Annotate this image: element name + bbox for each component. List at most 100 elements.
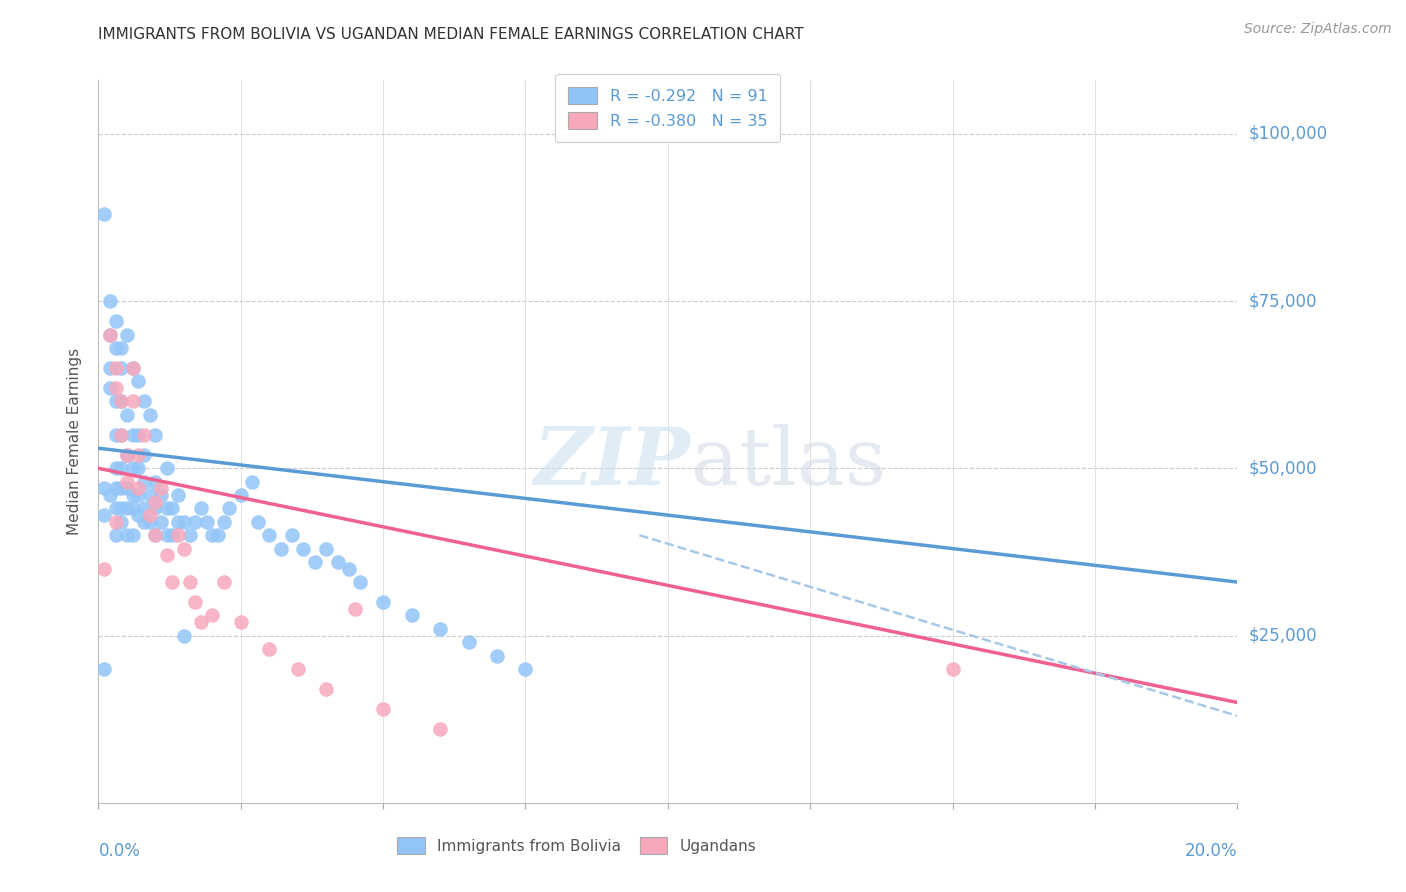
Text: ZIP: ZIP (534, 425, 690, 502)
Point (121, 394, 143, 409)
Point (343, 602, 366, 616)
Point (162, 575, 184, 590)
Point (190, 615, 212, 630)
Point (156, 528, 179, 542)
Point (98, 293, 121, 308)
Point (110, 394, 132, 409)
Point (349, 575, 371, 590)
Point (110, 515, 132, 529)
Point (401, 608, 423, 623)
Point (132, 515, 155, 529)
Point (115, 501, 138, 516)
Point (104, 381, 127, 395)
Point (98, 381, 121, 395)
Point (315, 541, 337, 556)
Point (98, 361, 121, 376)
Point (173, 515, 195, 529)
Point (110, 394, 132, 409)
Point (429, 723, 451, 737)
Point (121, 361, 143, 376)
Point (229, 615, 252, 630)
Point (93, 562, 115, 576)
Point (218, 501, 240, 516)
Text: Source: ZipAtlas.com: Source: ZipAtlas.com (1244, 22, 1392, 37)
Point (98, 327, 121, 342)
Point (127, 427, 149, 442)
Point (121, 488, 143, 502)
Point (162, 528, 184, 542)
Point (259, 642, 281, 657)
Point (110, 361, 132, 376)
Text: $75,000: $75,000 (1249, 292, 1317, 310)
Point (212, 515, 235, 529)
Point (121, 528, 143, 542)
Point (486, 648, 509, 663)
Point (145, 475, 167, 489)
Point (173, 541, 195, 556)
Point (304, 555, 326, 569)
Y-axis label: Median Female Earnings: Median Female Earnings (67, 348, 83, 535)
Point (167, 515, 190, 529)
Point (138, 488, 160, 502)
Point (104, 427, 127, 442)
Point (150, 488, 173, 502)
Point (292, 541, 315, 556)
Point (145, 494, 167, 508)
Point (127, 488, 149, 502)
Point (127, 461, 149, 475)
Point (98, 488, 121, 502)
Point (121, 361, 143, 376)
Point (315, 681, 337, 696)
Point (942, 662, 965, 676)
Point (110, 461, 132, 475)
Point (156, 461, 179, 475)
Point (138, 515, 160, 529)
Text: $100,000: $100,000 (1249, 125, 1327, 143)
Text: IMMIGRANTS FROM BOLIVIA VS UGANDAN MEDIAN FEMALE EARNINGS CORRELATION CHART: IMMIGRANTS FROM BOLIVIA VS UGANDAN MEDIA… (98, 27, 804, 42)
Point (457, 635, 479, 649)
Point (104, 482, 127, 496)
Point (150, 515, 173, 529)
Point (145, 427, 167, 442)
Point (127, 448, 149, 462)
Point (195, 515, 218, 529)
Point (184, 515, 207, 529)
Point (259, 528, 281, 542)
Point (145, 528, 167, 542)
Point (156, 548, 179, 563)
Point (93, 207, 115, 221)
Point (270, 541, 292, 556)
Point (121, 461, 143, 475)
Point (104, 361, 127, 376)
Point (132, 448, 155, 462)
Point (132, 427, 155, 442)
Point (201, 608, 224, 623)
Point (240, 475, 263, 489)
Point (179, 575, 201, 590)
Point (132, 394, 155, 409)
Point (110, 482, 132, 496)
Point (167, 488, 190, 502)
Point (127, 482, 149, 496)
Point (156, 501, 179, 516)
Point (429, 622, 451, 636)
Text: $50,000: $50,000 (1249, 459, 1317, 477)
Point (138, 508, 160, 523)
Point (515, 662, 537, 676)
Point (104, 528, 127, 542)
Point (115, 408, 138, 422)
Text: 0.0%: 0.0% (98, 842, 141, 860)
Point (184, 595, 207, 609)
Point (110, 341, 132, 355)
Point (212, 575, 235, 590)
Point (121, 501, 143, 516)
Point (167, 528, 190, 542)
Point (337, 562, 360, 576)
Point (104, 341, 127, 355)
Point (145, 528, 167, 542)
Point (110, 427, 132, 442)
Point (326, 555, 349, 569)
Point (115, 482, 138, 496)
Point (98, 327, 121, 342)
Point (115, 327, 138, 342)
